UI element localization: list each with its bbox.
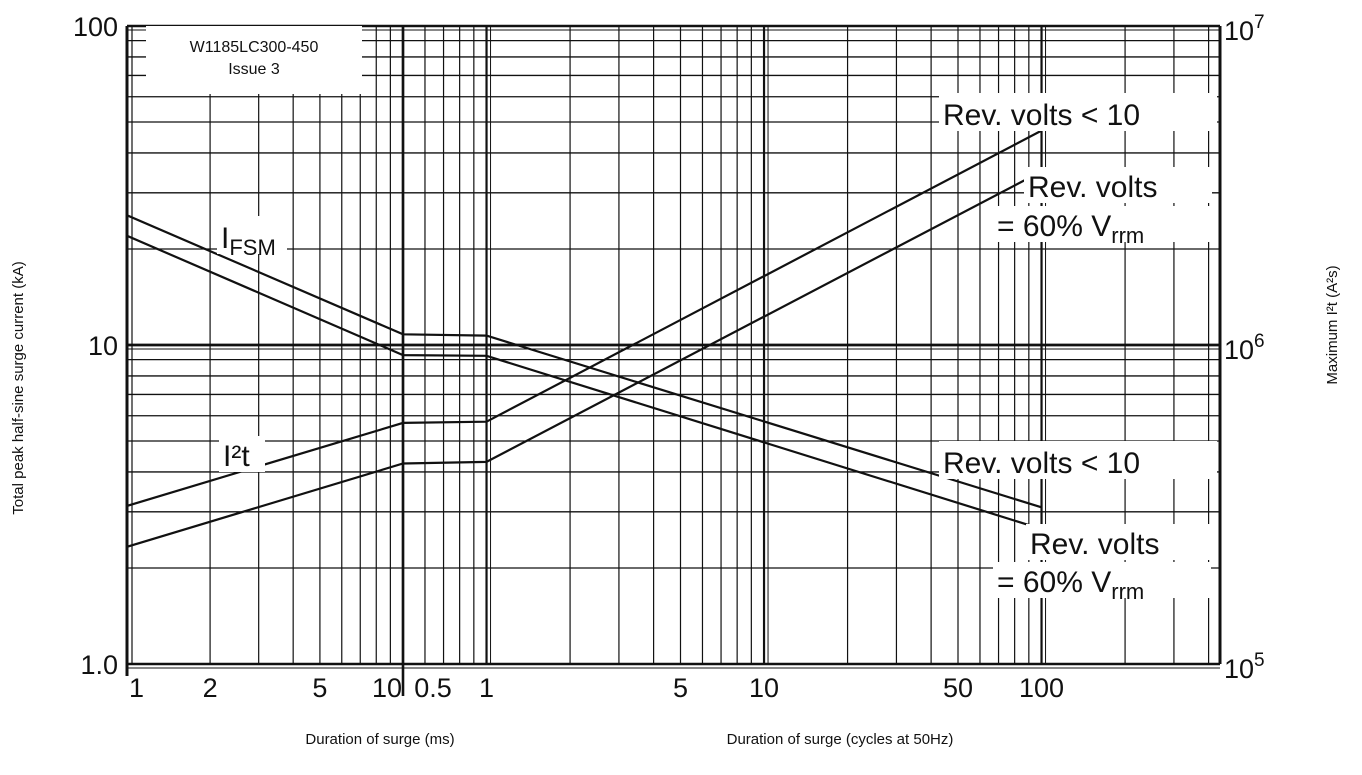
left-tick-label: 1.0 bbox=[80, 650, 118, 680]
curve-label-ifsm-60a: Rev. volts bbox=[1030, 528, 1159, 561]
curve-label-ifsm: IFSM bbox=[221, 222, 276, 260]
left-axis-title: Total peak half-sine surge current (kA) bbox=[10, 261, 27, 514]
x-tick-label-cycles: 0.5 bbox=[414, 673, 452, 703]
curve-label-i2t: I²t bbox=[223, 440, 250, 473]
x-tick-label-cycles: 100 bbox=[1019, 673, 1064, 703]
x-tick-label-cycles: 5 bbox=[673, 673, 688, 703]
series-line-i2t-rv-60 bbox=[126, 170, 1043, 548]
x-tick-label-ms: 1 bbox=[129, 673, 144, 703]
curve-label-i2t-60b: = 60% Vrrm bbox=[997, 210, 1144, 248]
curve-label-ifsm-60b: = 60% Vrrm bbox=[997, 566, 1144, 604]
right-tick-label: 107 bbox=[1224, 12, 1265, 46]
curve-label-bg bbox=[1026, 524, 1212, 560]
x-tick-label-ms: 10 bbox=[372, 673, 402, 703]
curve-label-bg bbox=[993, 206, 1211, 242]
document-issue: Issue 3 bbox=[228, 61, 280, 78]
x-axis-title-cycles: Duration of surge (cycles at 50Hz) bbox=[727, 731, 954, 748]
left-tick-label: 100 bbox=[73, 12, 118, 42]
document-id-box: W1185LC300-450 Issue 3 bbox=[146, 26, 362, 94]
curve-label-ifsm-lt10: Rev. volts < 10 bbox=[943, 447, 1140, 480]
curve-label-bg bbox=[939, 93, 1217, 131]
x-tick-label-cycles: 1 bbox=[479, 673, 494, 703]
series-line-ifsm-rv-60 bbox=[126, 234, 1042, 531]
x-axis-title-ms: Duration of surge (ms) bbox=[305, 731, 454, 748]
x-tick-label-cycles: 50 bbox=[943, 673, 973, 703]
tick-labels: 1.0 10 100 105 106 107 1 2 5 10 0.5 1 5 10 50 100 bbox=[73, 12, 1265, 703]
x-tick-label-ms: 5 bbox=[312, 673, 327, 703]
curve-label-bg bbox=[993, 562, 1211, 598]
document-id: W1185LC300-450 bbox=[190, 39, 319, 56]
curve-label-bg bbox=[939, 441, 1217, 479]
x-tick-label-cycles: 10 bbox=[749, 673, 779, 703]
curve-label-i2t-lt10: Rev. volts < 10 bbox=[943, 99, 1140, 132]
right-tick-label: 105 bbox=[1224, 650, 1265, 684]
plot-frame bbox=[125, 26, 1222, 696]
curve-label-bg bbox=[219, 436, 265, 472]
right-tick-label: 106 bbox=[1224, 331, 1265, 365]
curve-label-bg bbox=[217, 216, 287, 254]
curve-labels: IFSM I²t Rev. volts < 10 Rev. volts = 60% Vr… bbox=[217, 93, 1217, 604]
curve-label-bg bbox=[1024, 167, 1212, 203]
series-line-ifsm-rv-lt10 bbox=[126, 214, 1042, 509]
left-tick-label: 10 bbox=[88, 331, 118, 361]
curve-label-i2t-60a: Rev. volts bbox=[1028, 171, 1157, 204]
x-tick-label-ms: 2 bbox=[203, 673, 218, 703]
right-axis-title: Maximum I²t (A²s) bbox=[1324, 265, 1341, 384]
